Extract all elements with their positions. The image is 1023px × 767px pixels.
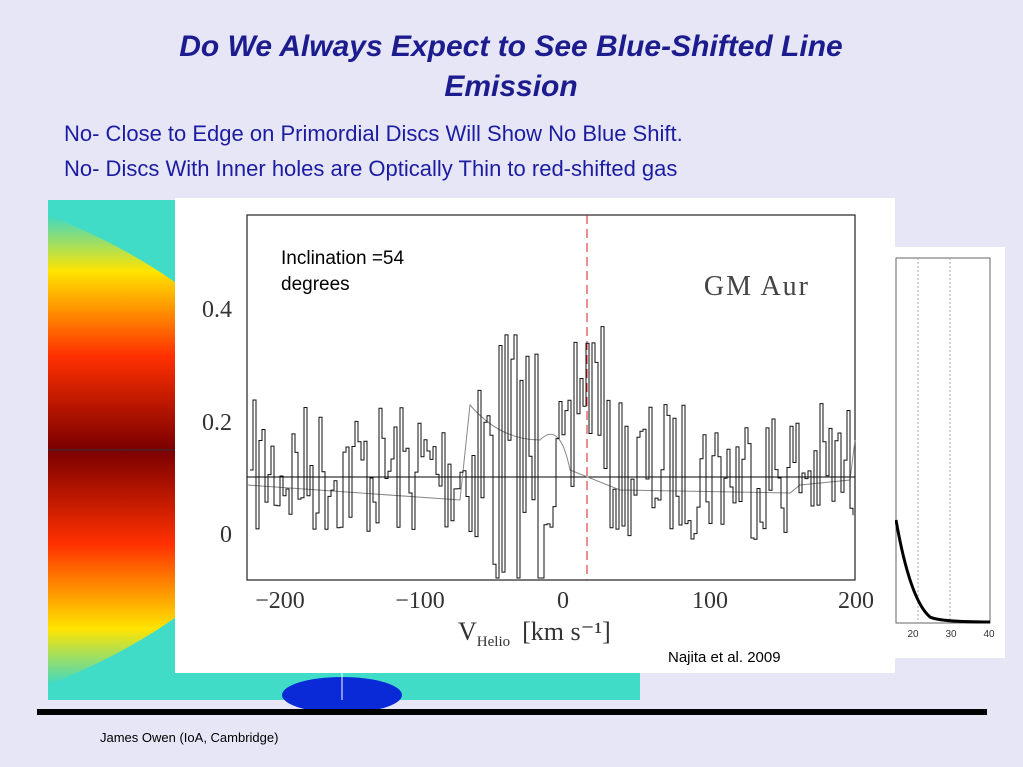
title-line-1: Do We Always Expect to See Blue-Shifted …: [179, 30, 842, 63]
plot-frame: [246, 214, 856, 581]
spectrum: [250, 326, 854, 579]
model-curve: [246, 403, 856, 501]
side-tick: 40: [983, 629, 995, 640]
bullet: No- Discs With Inner holes are Optically…: [64, 156, 677, 181]
y-tick: 0.2: [202, 410, 232, 436]
side-panel: [880, 247, 1005, 658]
side-tick: 30: [945, 629, 957, 640]
annotation: Inclination =54 degrees: [281, 248, 404, 295]
x-axis-label: VHelio [km s⁻¹]: [458, 617, 611, 650]
x-tick: 0: [557, 588, 569, 614]
side-curve: [894, 519, 991, 624]
y-tick: 0: [220, 522, 232, 548]
x-tick: −200: [255, 588, 305, 614]
side-tick: 20: [907, 629, 919, 640]
x-tick: 200: [838, 588, 874, 614]
footer: James Owen (IoA, Cambridge): [100, 730, 278, 745]
y-tick: 0.4: [202, 297, 232, 323]
footer-rule: [37, 709, 987, 715]
title-line-2: Emission: [444, 70, 577, 103]
bullet: No- Close to Edge on Primordial Discs Wi…: [64, 121, 683, 146]
x-tick: 100: [692, 588, 728, 614]
credit: Najita et al. 2009: [668, 649, 781, 666]
object-label: GM Aur: [704, 271, 810, 302]
x-tick: −100: [395, 588, 445, 614]
side-frame: [895, 257, 991, 624]
spectrum-line: [250, 326, 854, 579]
